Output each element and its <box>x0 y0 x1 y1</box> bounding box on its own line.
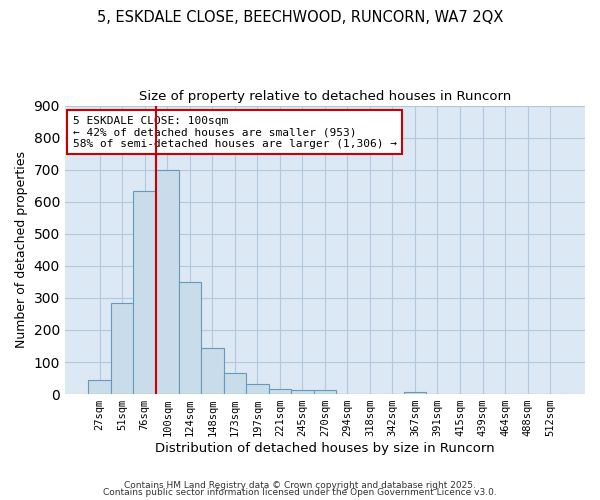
Title: Size of property relative to detached houses in Runcorn: Size of property relative to detached ho… <box>139 90 511 103</box>
Text: Contains HM Land Registry data © Crown copyright and database right 2025.: Contains HM Land Registry data © Crown c… <box>124 480 476 490</box>
Bar <box>269 390 291 394</box>
Bar <box>156 170 179 394</box>
Bar <box>133 190 156 394</box>
Text: Contains public sector information licensed under the Open Government Licence v3: Contains public sector information licen… <box>103 488 497 497</box>
Bar <box>179 282 201 394</box>
Bar <box>314 390 336 394</box>
Bar <box>246 384 269 394</box>
Bar <box>404 392 426 394</box>
Bar <box>111 302 133 394</box>
X-axis label: Distribution of detached houses by size in Runcorn: Distribution of detached houses by size … <box>155 442 495 455</box>
Text: 5, ESKDALE CLOSE, BEECHWOOD, RUNCORN, WA7 2QX: 5, ESKDALE CLOSE, BEECHWOOD, RUNCORN, WA… <box>97 10 503 25</box>
Bar <box>291 390 314 394</box>
Bar <box>88 380 111 394</box>
Text: 5 ESKDALE CLOSE: 100sqm
← 42% of detached houses are smaller (953)
58% of semi-d: 5 ESKDALE CLOSE: 100sqm ← 42% of detache… <box>73 116 397 149</box>
Bar <box>201 348 224 394</box>
Bar <box>224 372 246 394</box>
Y-axis label: Number of detached properties: Number of detached properties <box>15 152 28 348</box>
